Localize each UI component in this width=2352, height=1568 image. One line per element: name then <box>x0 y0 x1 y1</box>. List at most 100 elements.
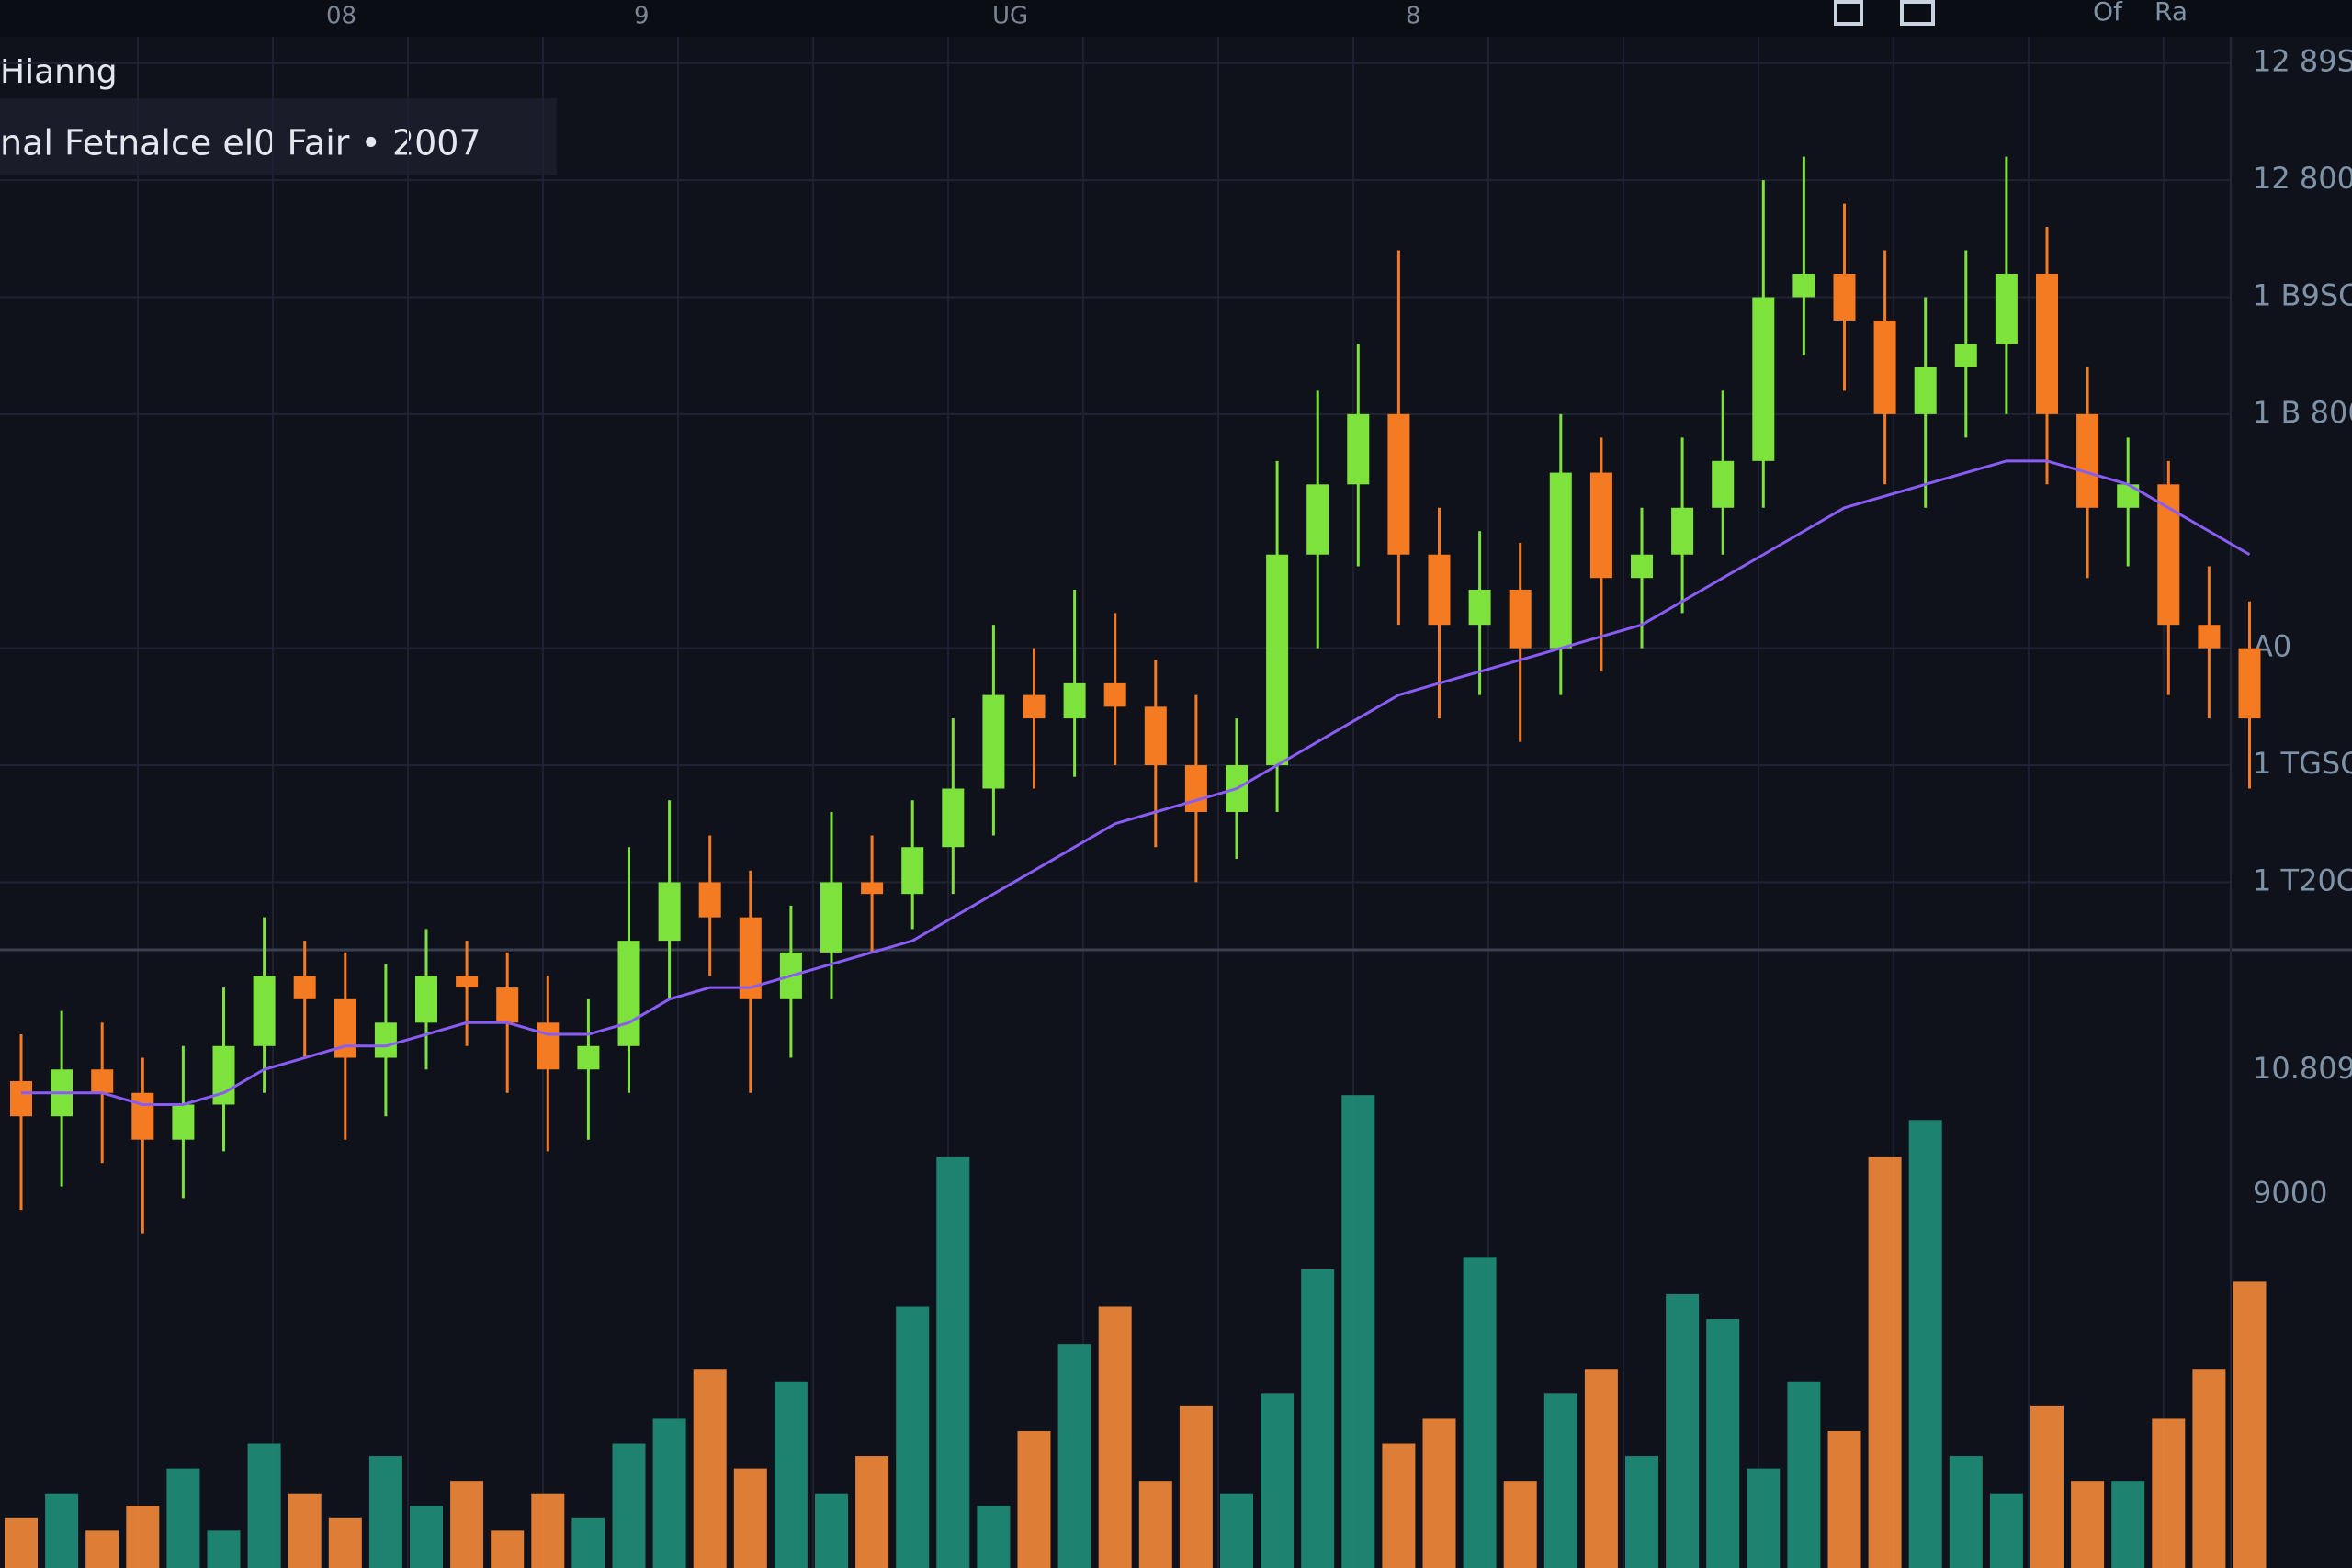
volume-bar <box>652 1418 686 1568</box>
candle-body <box>1712 460 1735 508</box>
candle-body <box>1144 706 1167 766</box>
volume-bar <box>1301 1269 1335 1568</box>
candle-body <box>415 976 437 1023</box>
volume-bar <box>733 1468 767 1568</box>
volume-bar <box>1908 1120 1942 1568</box>
volume-bar <box>1544 1393 1577 1568</box>
candle-body <box>1671 507 1694 555</box>
candle-body <box>982 694 1005 789</box>
candle-body <box>2076 413 2099 508</box>
candle-body <box>131 1092 154 1140</box>
volume-bar <box>1220 1493 1253 1568</box>
candle-body <box>1266 554 1289 766</box>
volume-bar <box>1422 1418 1456 1568</box>
volume-bar <box>410 1506 443 1568</box>
volume-bar <box>1625 1456 1658 1568</box>
chart-subtitle: nal Fetnalce el0 Fair • 2007 <box>0 123 481 164</box>
y-tick-label: 12 89S <box>2253 44 2352 79</box>
volume-bar <box>247 1443 281 1568</box>
candle-body <box>901 847 924 895</box>
candle-body <box>1631 554 1653 579</box>
candle-body <box>942 788 965 848</box>
volume-bar <box>2111 1481 2145 1568</box>
candle-body <box>1954 344 1977 367</box>
tool-label[interactable]: Ra <box>2154 0 2188 27</box>
volume-bar <box>896 1306 930 1568</box>
candle-body <box>456 976 479 988</box>
candle-body <box>1549 472 1572 649</box>
volume-bar <box>1827 1430 1861 1568</box>
volume-bar <box>855 1456 889 1568</box>
volume-tick-label: 10.809 <box>2253 1051 2352 1086</box>
volume-bar <box>1057 1344 1091 1568</box>
volume-bar <box>1382 1443 1416 1568</box>
candle-body <box>172 1104 195 1140</box>
volume-bar <box>2152 1418 2186 1568</box>
time-label: 08 <box>326 3 356 30</box>
volume-bar <box>288 1493 322 1568</box>
candle-body <box>617 941 640 1046</box>
candle-body <box>2036 274 2058 414</box>
candle-body <box>1752 297 1775 461</box>
volume-bar <box>2192 1369 2226 1568</box>
y-tick-label: 1 B9SC <box>2253 277 2352 312</box>
volume-bar <box>491 1530 525 1568</box>
volume-bar <box>1179 1405 1213 1568</box>
candle-body <box>1184 765 1207 812</box>
tool-icon[interactable] <box>1900 0 1935 26</box>
volume-bar <box>1261 1393 1295 1568</box>
candle-body <box>91 1069 114 1093</box>
tool-icon[interactable] <box>1834 0 1863 26</box>
volume-bar <box>368 1456 402 1568</box>
volume-bar <box>2030 1405 2064 1568</box>
candle-body <box>293 976 316 999</box>
candle-body <box>496 987 519 1023</box>
volume-bar <box>1949 1456 1983 1568</box>
candle-body <box>253 976 276 1046</box>
volume-bar <box>85 1530 119 1568</box>
tool-label[interactable]: Of <box>2093 0 2123 27</box>
candle-body <box>658 882 681 942</box>
volume-bar <box>1868 1156 1902 1568</box>
chart-title: Hlanng <box>0 53 118 91</box>
volume-bar <box>1989 1493 2023 1568</box>
candle-body <box>1387 413 1410 555</box>
candle-body <box>10 1081 32 1117</box>
candle-body <box>1063 682 1086 719</box>
volume-bar <box>571 1517 605 1568</box>
candle-body <box>1347 413 1370 485</box>
candle-body <box>1306 484 1329 555</box>
candle-body <box>1103 682 1126 707</box>
candle-body <box>1873 320 1896 414</box>
candle-body <box>861 882 884 895</box>
candle-body <box>577 1045 600 1070</box>
candle-body <box>1023 694 1046 719</box>
volume-bar <box>1138 1481 1172 1568</box>
candle-body <box>2198 625 2221 649</box>
toolbar <box>0 0 2352 37</box>
volume-bar <box>1706 1319 1740 1568</box>
candle-body <box>1792 274 1815 298</box>
volume-bar <box>1017 1430 1051 1568</box>
volume-bar <box>612 1443 646 1568</box>
volume-bar <box>1787 1381 1821 1568</box>
volume-bar <box>126 1506 160 1568</box>
candle-body <box>2238 648 2261 719</box>
volume-bar <box>1747 1468 1781 1568</box>
candle-body <box>2157 484 2180 626</box>
candle-body <box>1589 472 1612 579</box>
volume-bar <box>328 1517 362 1568</box>
y-tick-label: 1 T20C <box>2253 863 2352 897</box>
time-label: 9 <box>634 3 650 30</box>
volume-bar <box>936 1156 970 1568</box>
volume-bar <box>5 1517 38 1568</box>
volume-bar <box>977 1506 1011 1568</box>
volume-bar <box>207 1530 241 1568</box>
legend-box <box>0 98 557 175</box>
y-tick-label: 1 TGSC <box>2253 746 2352 781</box>
volume-bar <box>1503 1481 1537 1568</box>
volume-bar <box>2233 1281 2267 1568</box>
volume-tick-label: 9000 <box>2253 1176 2327 1211</box>
